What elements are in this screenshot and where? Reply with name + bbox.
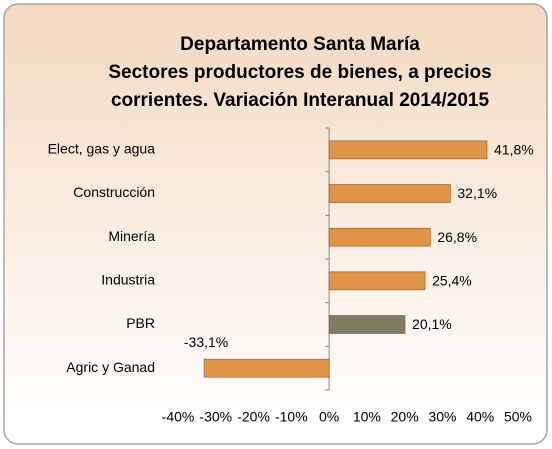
chart-background: [3, 3, 548, 445]
y-tick-label: Industria: [101, 272, 155, 288]
x-tick-label: 20%: [391, 409, 419, 425]
x-tick-label: 50%: [504, 409, 532, 425]
x-tick-label: -30%: [199, 409, 232, 425]
x-tick-label: 10%: [353, 409, 381, 425]
chart-title: Sectores productores de bienes, a precio…: [108, 62, 491, 83]
x-tick-label: -10%: [275, 409, 308, 425]
y-tick-label: Elect, gas y agua: [48, 141, 156, 157]
bar: [328, 315, 406, 334]
chart-title: corrientes. Variación Interanual 2014/20…: [111, 90, 490, 111]
data-label: 41,8%: [494, 142, 534, 158]
bar: [328, 140, 488, 160]
y-tick-label: Construcción: [73, 184, 155, 200]
data-label: 20,1%: [412, 316, 452, 332]
bar: [203, 358, 330, 378]
x-tick-label: 40%: [466, 409, 494, 425]
data-label: 32,1%: [457, 185, 497, 201]
x-tick-label: -40%: [162, 409, 195, 425]
x-tick-label: 30%: [428, 409, 456, 425]
data-label: 25,4%: [432, 273, 472, 289]
data-label: 26,8%: [437, 229, 477, 245]
y-tick-label: Agric y Ganad: [66, 359, 155, 375]
y-tick-label: Minería: [108, 228, 155, 244]
x-tick-label: -20%: [237, 409, 270, 425]
bar: [328, 184, 451, 203]
chart-title: Departamento Santa María: [180, 34, 420, 55]
bar: [328, 271, 426, 291]
y-tick-label: PBR: [126, 315, 155, 331]
x-tick-label: 0%: [319, 409, 339, 425]
data-label: -33,1%: [184, 334, 228, 350]
bar: [328, 227, 431, 247]
